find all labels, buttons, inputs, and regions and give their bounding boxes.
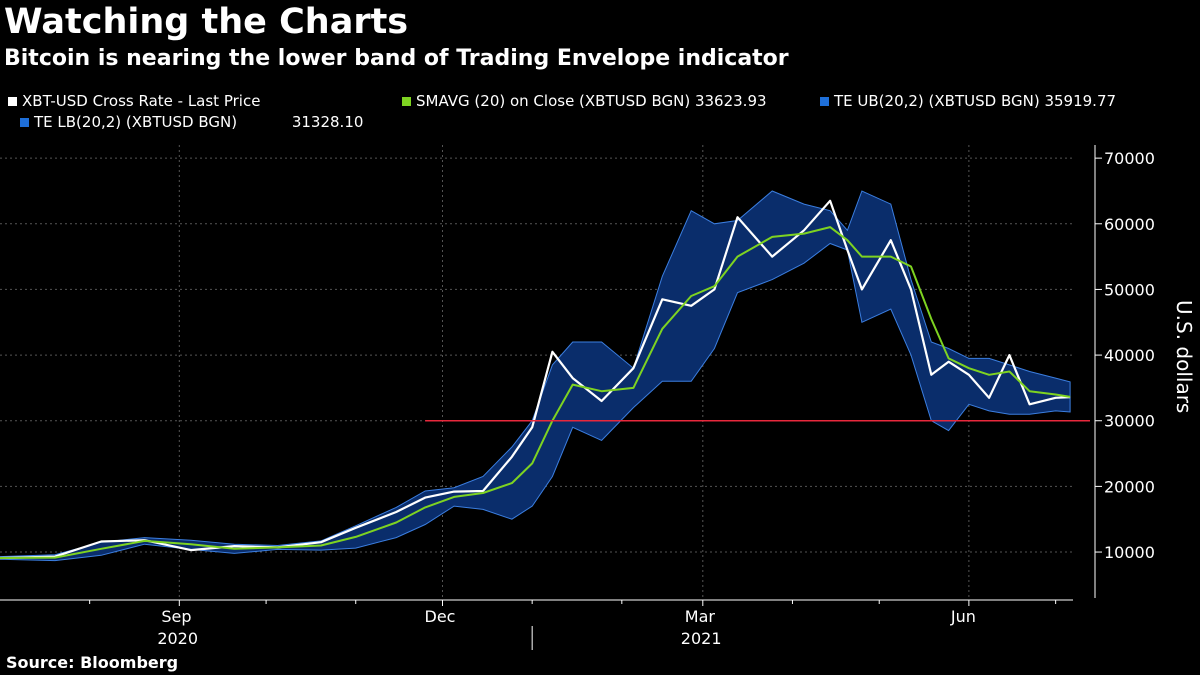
x-tick-label-mar: Mar	[685, 607, 716, 626]
legend-value-sma: 33623.93	[694, 92, 767, 110]
x-tick-label-dec: Dec	[425, 607, 456, 626]
legend-swatch-price	[8, 97, 17, 106]
legend-swatch-te-ub	[820, 97, 829, 106]
legend-value-te-lb: 31328.10	[291, 113, 364, 131]
y-tick-label-30000: 30000	[1104, 412, 1155, 431]
legend-item-price: XBT-USD Cross Rate - Last Price	[8, 92, 260, 110]
legend-value-te-ub: 35919.77	[1044, 92, 1117, 110]
y-tick-label-40000: 40000	[1104, 346, 1155, 365]
x-tick-label-sep: Sep	[161, 607, 191, 626]
legend-item-te-lb: TE LB(20,2) (XBTUSD BGN) 31328.10	[20, 113, 363, 131]
y-tick-label-60000: 60000	[1104, 215, 1155, 234]
y-tick-label-10000: 10000	[1104, 543, 1155, 562]
legend-label-te-lb: TE LB(20,2) (XBTUSD BGN)	[34, 113, 238, 131]
legend-swatch-te-lb	[20, 118, 29, 127]
y-tick-label-70000: 70000	[1104, 149, 1155, 168]
x-year-label-2020: 2020	[157, 629, 198, 648]
y-tick-label-20000: 20000	[1104, 477, 1155, 496]
legend-label-price: XBT-USD Cross Rate - Last Price	[22, 92, 261, 110]
series-envelope-band	[0, 190, 1071, 562]
x-year-label-2021: 2021	[681, 629, 722, 648]
source-note: Source: Bloomberg	[6, 653, 179, 672]
legend-swatch-sma	[402, 97, 411, 106]
y-tick-label-50000: 50000	[1104, 280, 1155, 299]
x-tick-label-jun: Jun	[950, 607, 976, 626]
series-price-line	[0, 199, 1071, 560]
legend-item-sma: SMAVG (20) on Close (XBTUSD BGN) 33623.9…	[402, 92, 767, 110]
chart-subtitle: Bitcoin is nearing the lower band of Tra…	[4, 46, 789, 71]
legend-label-te-ub: TE UB(20,2) (XBTUSD BGN)	[834, 92, 1040, 110]
legend-label-sma: SMAVG (20) on Close (XBTUSD BGN)	[416, 92, 691, 110]
legend-item-te-ub: TE UB(20,2) (XBTUSD BGN) 35919.77	[820, 92, 1116, 110]
series-sma-line	[0, 226, 1071, 559]
y-axis-title: U.S. dollars	[1172, 300, 1196, 413]
chart-title: Watching the Charts	[4, 2, 409, 42]
